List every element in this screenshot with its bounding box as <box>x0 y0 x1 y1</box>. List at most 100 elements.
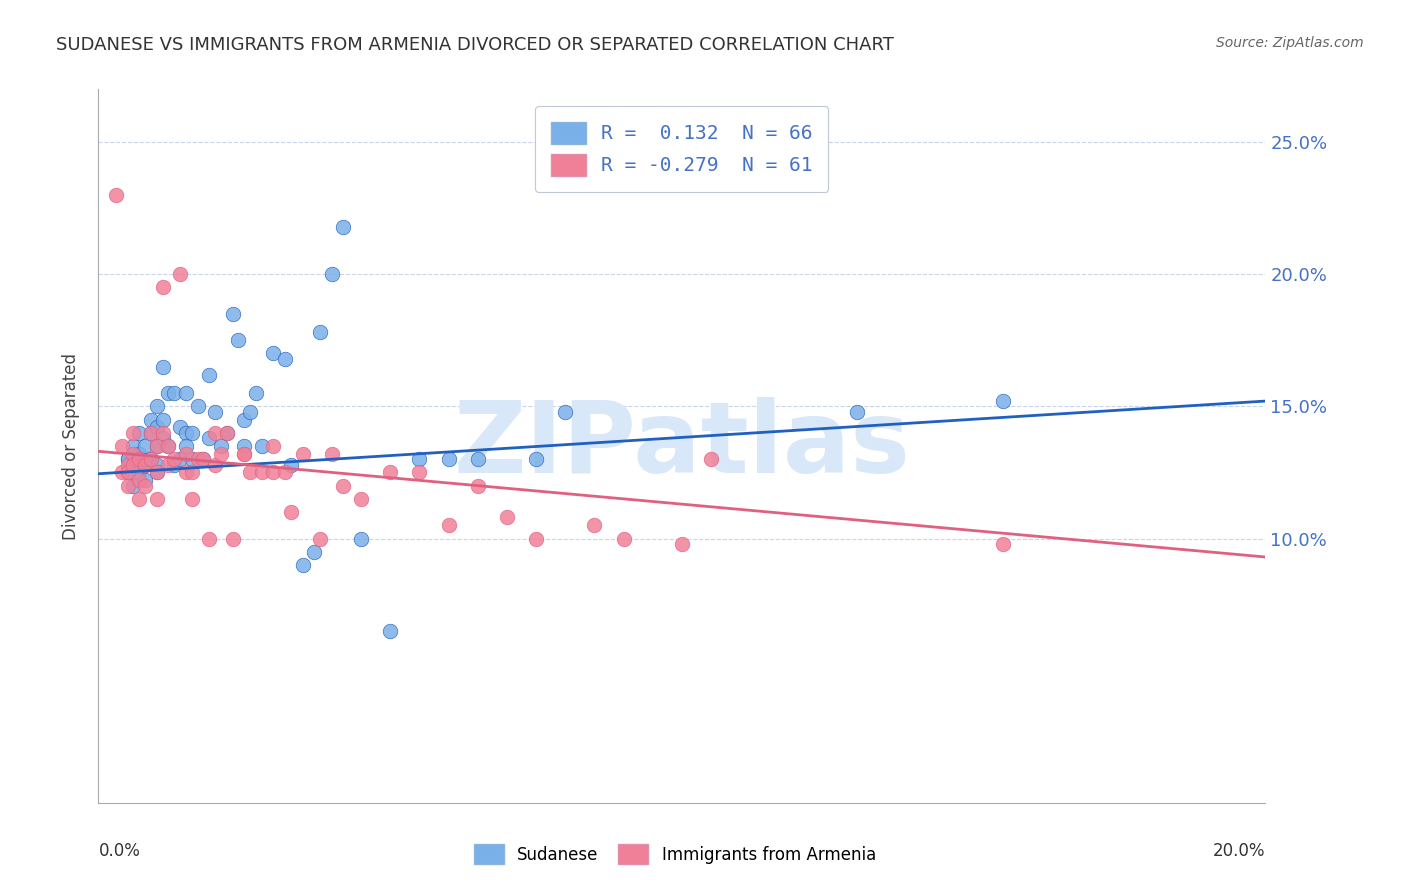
Point <box>221 307 243 321</box>
Point <box>134 474 156 488</box>
Point <box>332 219 354 234</box>
Point <box>239 404 262 418</box>
Point <box>262 466 284 480</box>
Point <box>350 491 373 506</box>
Point <box>152 431 174 445</box>
Point <box>146 439 169 453</box>
Point <box>128 447 150 461</box>
Point <box>209 447 232 461</box>
Point <box>146 400 169 414</box>
Point <box>169 452 191 467</box>
Point <box>215 425 238 440</box>
Point <box>554 404 576 418</box>
Point <box>163 386 186 401</box>
Point <box>239 466 262 480</box>
Point <box>174 386 197 401</box>
Point <box>122 458 145 472</box>
Point <box>117 458 139 472</box>
Point <box>221 532 243 546</box>
Point <box>180 466 202 480</box>
Point <box>991 394 1014 409</box>
Point <box>262 346 284 360</box>
Point <box>180 452 202 467</box>
Point <box>122 425 145 440</box>
Point <box>280 458 302 472</box>
Point <box>524 452 547 467</box>
Point <box>134 478 156 492</box>
Point <box>163 452 186 467</box>
Point <box>128 452 150 467</box>
Point <box>262 439 284 453</box>
Point <box>146 439 169 453</box>
Point <box>280 505 302 519</box>
Point <box>309 532 332 546</box>
Point <box>846 404 869 418</box>
Point <box>198 532 221 546</box>
Point <box>332 478 354 492</box>
Point <box>157 386 180 401</box>
Point <box>250 466 273 480</box>
Legend: R =  0.132  N = 66, R = -0.279  N = 61: R = 0.132 N = 66, R = -0.279 N = 61 <box>536 106 828 192</box>
Point <box>215 425 238 440</box>
Point <box>134 458 156 472</box>
Point <box>117 452 139 467</box>
Point <box>174 439 197 453</box>
Point <box>111 439 134 453</box>
Point <box>274 466 297 480</box>
Point <box>198 368 221 382</box>
Point <box>128 474 150 488</box>
Point <box>245 386 267 401</box>
Point <box>169 267 191 281</box>
Point <box>350 532 373 546</box>
Point <box>174 447 197 461</box>
Point <box>304 545 326 559</box>
Text: SUDANESE VS IMMIGRANTS FROM ARMENIA DIVORCED OR SEPARATED CORRELATION CHART: SUDANESE VS IMMIGRANTS FROM ARMENIA DIVO… <box>56 36 894 54</box>
Point <box>122 439 145 453</box>
Point <box>204 458 226 472</box>
Text: 0.0%: 0.0% <box>98 842 141 860</box>
Point <box>157 439 180 453</box>
Point <box>180 425 202 440</box>
Point <box>157 458 180 472</box>
Point <box>496 510 519 524</box>
Point <box>122 447 145 461</box>
Point <box>233 439 256 453</box>
Point <box>408 466 430 480</box>
Point <box>139 425 162 440</box>
Point <box>152 359 174 374</box>
Point <box>146 420 169 434</box>
Point <box>437 452 460 467</box>
Point <box>233 412 256 426</box>
Point <box>169 420 191 434</box>
Point <box>134 458 156 472</box>
Point <box>146 491 169 506</box>
Point <box>467 478 489 492</box>
Point <box>380 466 402 480</box>
Point <box>139 425 162 440</box>
Point <box>152 412 174 426</box>
Point <box>380 624 402 638</box>
Point <box>139 452 162 467</box>
Point <box>408 452 430 467</box>
Point <box>991 537 1014 551</box>
Y-axis label: Divorced or Separated: Divorced or Separated <box>62 352 80 540</box>
Point <box>152 280 174 294</box>
Point <box>612 532 634 546</box>
Point <box>117 466 139 480</box>
Point <box>128 466 150 480</box>
Point <box>193 452 215 467</box>
Point <box>174 466 197 480</box>
Point <box>111 466 134 480</box>
Point <box>250 439 273 453</box>
Text: ZIPatlas: ZIPatlas <box>454 398 910 494</box>
Point <box>117 452 139 467</box>
Point <box>187 400 209 414</box>
Point <box>321 267 343 281</box>
Point <box>233 447 256 461</box>
Point <box>204 404 226 418</box>
Text: 20.0%: 20.0% <box>1213 842 1265 860</box>
Text: Source: ZipAtlas.com: Source: ZipAtlas.com <box>1216 36 1364 50</box>
Point <box>139 412 162 426</box>
Point <box>104 188 127 202</box>
Point <box>583 518 606 533</box>
